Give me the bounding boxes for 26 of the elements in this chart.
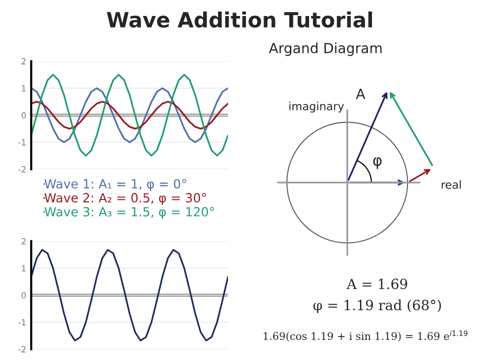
y-tick-label: 1 xyxy=(22,265,26,272)
line-series xyxy=(31,249,228,342)
line-series xyxy=(31,100,228,130)
line-series xyxy=(31,74,228,157)
legend-label: Wave 2: A₂ = 0.5, φ = 30° xyxy=(44,193,206,205)
line-series xyxy=(31,87,228,144)
text: φ = 1.19 rad (68°) xyxy=(313,300,441,313)
text: real xyxy=(442,180,461,189)
text: 1.69(cos 1.19 + i sin 1.19) = 1.69 e$^{i1.19}$ xyxy=(264,330,468,342)
text: φ xyxy=(373,157,382,169)
chart-title: Wave Addition Tutorial xyxy=(106,12,372,28)
y-tick-label: 2 xyxy=(22,238,26,244)
legend-label: Wave 3: A₃ = 1.5, φ = 120° xyxy=(44,207,214,219)
legend-label: Wave 1: A₁ = 1, φ = 0° xyxy=(44,179,186,191)
text: Argand Diagram xyxy=(268,42,382,56)
text: A = 1.69 xyxy=(346,278,408,290)
y-tick-label: -2 xyxy=(18,346,26,352)
text: A xyxy=(356,88,366,99)
y-tick-label: 0 xyxy=(22,112,26,118)
y-tick-label: 1 xyxy=(22,85,26,92)
y-tick-label: -2 xyxy=(18,166,26,172)
y-tick-label: 2 xyxy=(22,58,26,64)
y-tick-label: -1 xyxy=(18,319,26,326)
y-tick-label: 0 xyxy=(22,292,26,298)
y-tick-label: -1 xyxy=(18,139,26,146)
text: imaginary xyxy=(289,102,344,113)
